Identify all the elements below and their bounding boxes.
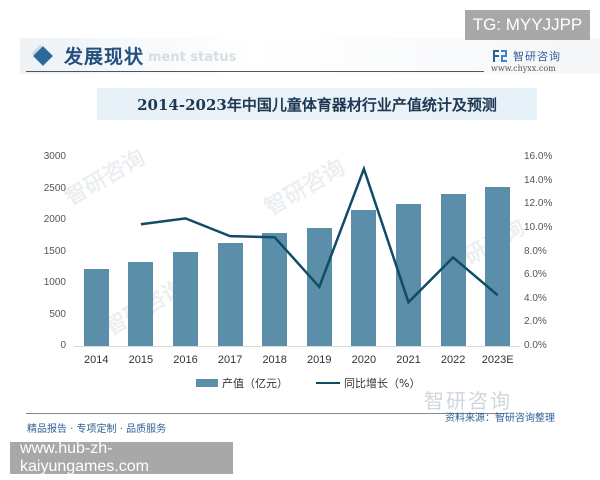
growth-rate-line bbox=[140, 165, 499, 305]
x-axis-tick: 2020 bbox=[351, 354, 377, 366]
legend-bar-label: 产值（亿元） bbox=[222, 377, 288, 390]
x-axis-tick: 2019 bbox=[307, 354, 332, 366]
right-axis-tick: 2.0% bbox=[524, 316, 547, 328]
x-axis-tick: 2021 bbox=[396, 354, 421, 366]
right-axis-tick: 10.0% bbox=[524, 221, 553, 233]
right-axis-tick: 16.0% bbox=[524, 151, 553, 162]
bar-2014 bbox=[83, 269, 109, 346]
chart-title-band: 2014-2023年中国儿童体育器材行业产值统计及预测 bbox=[97, 88, 537, 120]
tg-badge: TG: MYYJJPP bbox=[465, 10, 590, 40]
bar-2017 bbox=[217, 243, 243, 346]
legend-line-swatch bbox=[316, 382, 340, 384]
brand: 智研咨询 bbox=[493, 48, 561, 64]
right-axis-tick: 12.0% bbox=[524, 198, 553, 210]
right-axis-tick: 6.0% bbox=[524, 269, 547, 281]
x-axis-tick: 2015 bbox=[128, 354, 154, 366]
chart-legend: 产值（亿元） 同比增长（%） bbox=[196, 375, 420, 391]
right-axis-tick: 0.0% bbox=[524, 340, 547, 351]
source-note: 资料来源：智研咨询整理 bbox=[445, 413, 555, 424]
section-title: 发展现状 ment status bbox=[33, 42, 237, 69]
url-badge: www.hub-zh-kaiyungames.com bbox=[10, 440, 233, 475]
tagline: 精品报告 · 专项定制 · 品质服务 bbox=[27, 424, 167, 435]
x-axis-tick: 2023E bbox=[481, 354, 514, 366]
left-axis-tick: 1000 bbox=[43, 277, 66, 288]
x-axis-tick: 2014 bbox=[84, 354, 109, 366]
x-axis-baseline bbox=[74, 346, 520, 347]
brand-url: www.chyxx.com bbox=[491, 64, 556, 73]
section-title-text: 发展现状 bbox=[64, 46, 145, 68]
right-axis-tick: 4.0% bbox=[524, 292, 547, 304]
bar-2015 bbox=[128, 261, 154, 346]
brand-logo-icon bbox=[493, 50, 507, 62]
left-axis-tick: 500 bbox=[49, 308, 66, 320]
right-axis-tick: 14.0% bbox=[524, 174, 553, 186]
right-axis-tick: 8.0% bbox=[524, 245, 547, 257]
left-axis-tick: 0 bbox=[60, 340, 66, 351]
x-axis-tick: 2018 bbox=[262, 354, 287, 366]
section-subtitle: ment status bbox=[148, 50, 237, 65]
chart-title: 2014-2023年中国儿童体育器材行业产值统计及预测 bbox=[137, 95, 497, 114]
footer-divider bbox=[26, 413, 506, 414]
left-axis-tick: 2500 bbox=[43, 182, 66, 194]
left-axis-tick: 3000 bbox=[43, 151, 66, 162]
legend-line-label: 同比增长（%） bbox=[344, 377, 421, 390]
bar-2018 bbox=[262, 232, 288, 346]
left-axis-tick: 2000 bbox=[43, 214, 66, 225]
x-axis-tick: 2022 bbox=[440, 354, 466, 366]
footer-brand-watermark: 智研咨询 bbox=[424, 389, 512, 413]
header-divider bbox=[26, 71, 484, 72]
legend-bar-swatch bbox=[196, 379, 218, 387]
bar-2016 bbox=[173, 252, 198, 346]
left-axis-tick: 1500 bbox=[43, 245, 66, 257]
x-axis-tick: 2017 bbox=[217, 354, 243, 366]
brand-name: 智研咨询 bbox=[513, 50, 561, 63]
bar-2023E bbox=[485, 186, 511, 346]
x-axis-tick: 2016 bbox=[173, 354, 198, 366]
bar-2020 bbox=[351, 209, 377, 346]
bar-2022 bbox=[440, 193, 466, 346]
